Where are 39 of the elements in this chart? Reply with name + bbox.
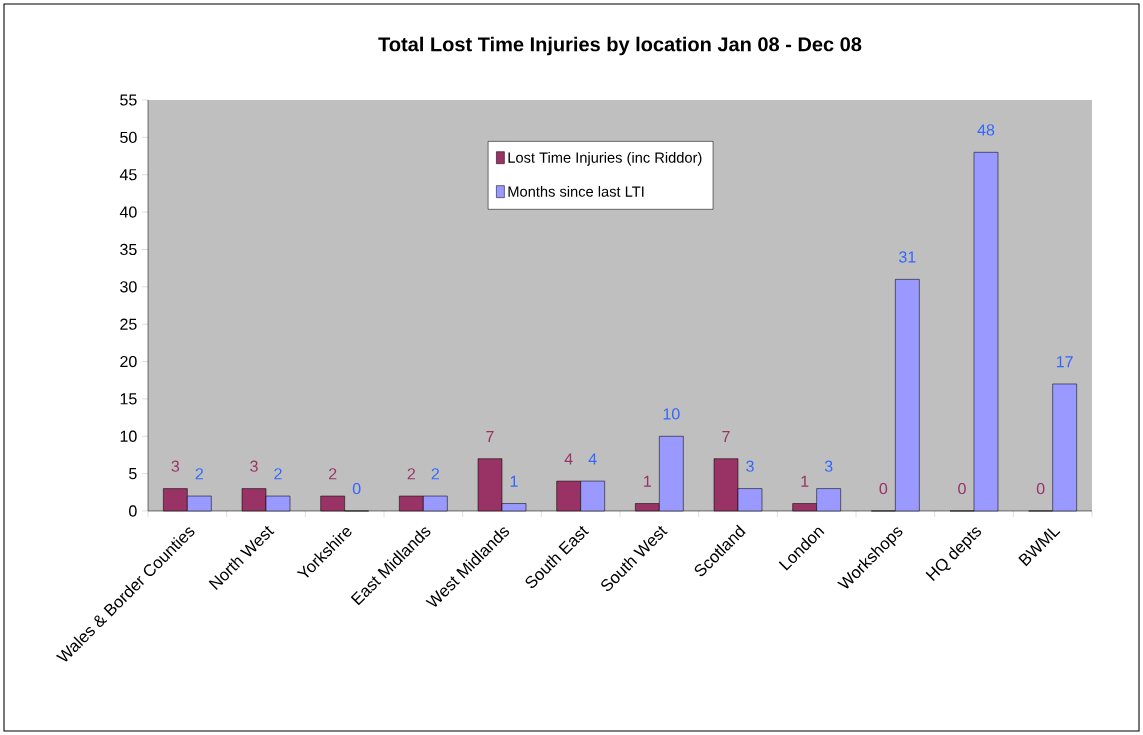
y-tick-label: 30 — [120, 281, 137, 293]
data-label: 3 — [250, 460, 258, 472]
data-label: 0 — [352, 482, 361, 495]
data-label: 7 — [722, 430, 730, 442]
y-tick-label: 10 — [120, 430, 137, 442]
y-tick-label: 25 — [120, 318, 137, 330]
chart-title: Total Lost Time Injuries by location Jan 08 - Dec 08 — [378, 36, 862, 56]
y-tick-label: 5 — [129, 468, 137, 480]
y-tick-label: 35 — [120, 243, 137, 256]
data-label: 0 — [958, 482, 966, 495]
data-label: 1 — [510, 475, 518, 487]
data-label: 17 — [1056, 356, 1073, 368]
y-tick-label: 50 — [120, 131, 137, 144]
y-tick-label: 45 — [119, 169, 137, 181]
data-label: 4 — [588, 453, 597, 465]
data-label: 0 — [879, 482, 888, 495]
data-label: 31 — [899, 251, 916, 263]
data-label: 3 — [746, 460, 754, 472]
data-label: 3 — [824, 460, 833, 472]
y-tick-label: 0 — [129, 505, 137, 517]
data-label: 2 — [195, 468, 203, 480]
data-label: 1 — [801, 475, 809, 487]
data-label: 1 — [644, 475, 651, 487]
legend-label: Months since last LTI — [508, 186, 644, 197]
data-label: 4 — [564, 453, 573, 465]
data-label: 3 — [171, 460, 180, 472]
data-label: 2 — [407, 468, 415, 480]
y-tick-label: 15 — [120, 393, 137, 405]
y-tick-label: 55 — [120, 94, 137, 106]
data-label: 10 — [663, 408, 680, 420]
legend-label: Lost Time Injuries (inc Riddor) — [508, 152, 702, 166]
data-label: 2 — [329, 468, 337, 480]
y-tick-label: 20 — [120, 355, 137, 368]
data-label: 0 — [1036, 482, 1045, 495]
data-label: 2 — [274, 468, 282, 480]
data-label: 7 — [486, 430, 494, 442]
data-label: 2 — [431, 468, 439, 480]
data-label: 48 — [977, 124, 995, 136]
y-tick-label: 40 — [119, 206, 137, 218]
